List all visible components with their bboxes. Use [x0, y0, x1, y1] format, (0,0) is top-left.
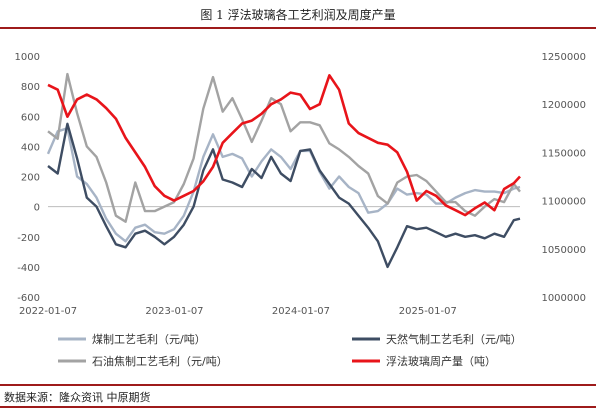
right-tick-label: 1000000 [541, 293, 586, 304]
right-tick-label: 1200000 [541, 100, 586, 111]
left-tick-label: -200 [17, 233, 40, 244]
series-line [47, 72, 521, 223]
x-tick-label: 2022-01-07 [19, 306, 77, 317]
source-rule-top [0, 384, 596, 386]
x-axis-ticks: 2022-01-07 2023-01-07 2024-01-07 2025-01-07 [19, 306, 457, 317]
chart-svg: 1000 800 600 400 200 0 -200 -400 -600 1250000 120… [15, 52, 586, 368]
series-line [47, 74, 521, 217]
left-tick-label: -400 [17, 263, 40, 274]
right-tick-label: 1050000 [541, 245, 586, 256]
source-note: 数据来源：隆众资讯 中原期货 [4, 391, 151, 404]
series-line [47, 122, 521, 269]
legend-label: 石油焦制工艺毛利（元/吨） [92, 354, 228, 368]
left-tick-label: 200 [21, 173, 40, 184]
left-tick-label: 800 [21, 82, 40, 93]
left-tick-label: 1000 [15, 52, 40, 63]
left-tick-label: -600 [17, 293, 40, 304]
left-tick-label: 0 [34, 203, 40, 214]
left-axis-ticks: 1000 800 600 400 200 0 -200 -400 -600 [15, 52, 40, 304]
x-tick-label: 2023-01-07 [145, 306, 203, 317]
legend: 煤制工艺毛利（元/吨） 天然气制工艺毛利（元/吨） 石油焦制工艺毛利（元/吨） 浮法玻… [58, 332, 522, 368]
series-layer [46, 72, 521, 269]
right-tick-label: 1100000 [541, 197, 586, 208]
source-rule-bottom [0, 406, 596, 408]
right-tick-label: 1250000 [541, 52, 586, 63]
right-tick-label: 1150000 [541, 148, 586, 159]
title-rule [0, 27, 596, 29]
legend-label: 浮法玻璃周产量（吨） [386, 354, 496, 368]
chart-title: 图 1 浮法玻璃各工艺利润及周度产量 [200, 8, 396, 22]
left-tick-label: 400 [21, 142, 40, 153]
series-line [46, 127, 521, 243]
right-axis-ticks: 1250000 1200000 1150000 1100000 1050000 10000… [541, 52, 586, 304]
legend-label: 煤制工艺毛利（元/吨） [92, 333, 206, 346]
legend-label: 天然气制工艺毛利（元/吨） [386, 332, 522, 346]
x-tick-label: 2024-01-07 [272, 306, 330, 317]
x-tick-label: 2025-01-07 [399, 306, 457, 317]
left-tick-label: 600 [21, 112, 40, 123]
